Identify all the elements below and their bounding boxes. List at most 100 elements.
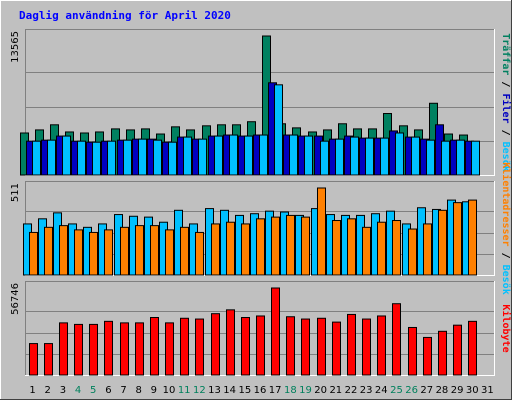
x-tick-label: 25: [390, 385, 403, 396]
bar-kbytes-day-26: [408, 326, 417, 376]
chart-title: Daglig användning för April 2020: [19, 9, 231, 22]
bar-sites-day-29: [453, 202, 462, 276]
bar-visits-day-11: [183, 136, 192, 176]
legend-entry-kbytes: Kilobyte: [500, 304, 512, 352]
bar-visits-day-28: [441, 140, 450, 176]
x-tick-label: 7: [120, 385, 126, 396]
bar-visits-day-7: [123, 139, 132, 176]
x-tick-label: 27: [420, 385, 433, 396]
bar-visits-day-24: [380, 137, 389, 176]
bar-kbytes-day-13: [211, 313, 220, 376]
bar-sites-day-6: [104, 229, 113, 276]
bar-visits-day-15: [244, 135, 253, 176]
x-tick-label: 18: [284, 385, 297, 396]
bar-sites-day-15: [241, 223, 250, 276]
bar-kbytes-day-24: [377, 315, 386, 376]
bar-kbytes-day-7: [120, 322, 129, 376]
bar-kbytes-day-2: [44, 343, 53, 376]
bar-kbytes-day-10: [165, 322, 174, 376]
bar-kbytes-day-5: [89, 323, 98, 376]
bar-sites-day-25: [392, 220, 401, 276]
bar-sites-day-14: [226, 221, 235, 276]
bar-visits-day-20: [320, 140, 329, 176]
bar-kbytes-day-20: [317, 317, 326, 376]
x-tick-label: 8: [136, 385, 142, 396]
bar-visits-day-27: [426, 139, 435, 176]
series-visits: [23, 199, 471, 276]
x-tick-label: 11: [178, 385, 191, 396]
bar-sites-day-4: [74, 229, 83, 276]
x-tick-label: 28: [436, 385, 449, 396]
x-tick-label: 31: [481, 385, 494, 396]
bar-kbytes-day-27: [423, 336, 432, 376]
y-max-label: 13565: [10, 31, 21, 63]
bar-sites-day-17: [271, 216, 280, 276]
x-tick-label: 23: [360, 385, 373, 396]
bar-sites-day-26: [408, 228, 417, 276]
bar-sites-day-1: [29, 231, 38, 276]
x-tick-label: 4: [75, 385, 81, 396]
bar-kbytes-day-28: [438, 330, 447, 376]
bar-visits-day-29: [456, 139, 465, 176]
legend-entry-hits: Träffar: [500, 33, 511, 75]
bar-kbytes-day-1: [29, 343, 38, 376]
bar-visits-day-3: [62, 135, 71, 176]
x-axis-day-labels: 1 2 3 4 5 6 7 8 9 10 11 12 13 14 15 16 17 18 19 20 21 22 23 24 2…: [29, 385, 493, 396]
bar-sites-day-7: [120, 226, 129, 276]
bar-sites-day-9: [150, 225, 159, 276]
legend-separator: /: [500, 75, 511, 93]
series-visits: [32, 84, 480, 176]
legend-entry-visits: Besök: [500, 265, 511, 295]
bar-visits-day-16: [259, 134, 268, 176]
series-kbytes: [29, 287, 477, 376]
bar-sites-day-21: [332, 220, 341, 276]
bar-visits-day-23: [365, 137, 374, 176]
bar-sites-day-28: [438, 209, 447, 276]
bar-sites-day-5: [89, 231, 98, 276]
bar-kbytes-day-19: [301, 318, 310, 376]
legend-separator: /: [500, 124, 511, 142]
bar-visits-day-13: [214, 135, 223, 176]
bar-sites-day-18: [286, 214, 295, 276]
bar-visits-day-1: [32, 140, 41, 176]
bar-kbytes-day-18: [286, 316, 295, 376]
x-tick-label: 12: [193, 385, 206, 396]
bar-visits-day-8: [138, 138, 147, 176]
bar-kbytes-day-8: [135, 322, 144, 376]
bar-sites-day-19: [301, 216, 310, 276]
bar-visits-day-22: [350, 136, 359, 176]
bar-sites-day-20: [317, 187, 326, 276]
bar-sites-day-13: [211, 223, 220, 276]
x-tick-label: 16: [254, 385, 267, 396]
legend-entry-files: Filer: [500, 93, 512, 123]
bar-visits-day-21: [335, 138, 344, 176]
bar-kbytes-day-22: [347, 313, 356, 376]
bar-sites-day-2: [44, 226, 53, 276]
x-tick-label: 24: [375, 385, 388, 396]
bar-kbytes-day-11: [180, 317, 189, 376]
bar-visits-day-25: [395, 132, 404, 176]
legend-entry-sites: Klientadresser: [500, 162, 512, 246]
panel-hits-files-visits: 13565 Träffar / Filer / Besök: [10, 29, 512, 176]
legend-entry-visits: Besök: [500, 142, 511, 172]
bar-kbytes-day-6: [104, 320, 113, 376]
bar-kbytes-day-9: [150, 317, 159, 376]
bar-visits-day-6: [107, 140, 116, 176]
bar-visits-day-12: [198, 138, 207, 176]
y-max-label: 511: [10, 183, 21, 202]
bar-visits-day-26: [411, 136, 420, 176]
panel-kbytes: 56746 Kilobyte: [10, 281, 512, 376]
bar-sites-day-30: [468, 199, 477, 276]
panel-visits-sites: 511 Klientadresser / Besök: [10, 162, 512, 294]
bar-kbytes-day-30: [468, 320, 477, 376]
bar-visits-day-10: [168, 141, 177, 176]
x-tick-label: 21: [329, 385, 342, 396]
bar-visits-day-18: [289, 134, 298, 176]
y-max-label: 56746: [10, 283, 21, 315]
bar-sites-day-10: [165, 229, 174, 276]
series-sites: [29, 187, 477, 276]
x-tick-label: 6: [105, 385, 111, 396]
bar-kbytes-day-4: [74, 323, 83, 376]
bar-kbytes-day-17: [271, 287, 280, 376]
bar-sites-day-3: [59, 225, 68, 276]
